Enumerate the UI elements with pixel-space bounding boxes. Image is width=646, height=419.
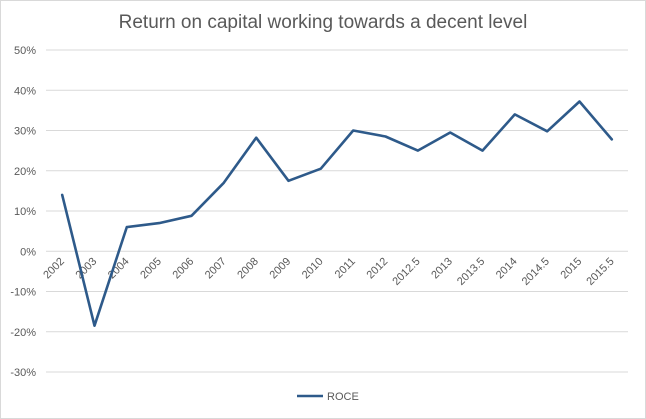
x-tick-label: 2007: [203, 256, 229, 282]
series-line-roce: [60, 100, 614, 328]
chart-title: Return on capital working towards a dece…: [118, 12, 528, 33]
y-tick-label: 10%: [14, 206, 36, 218]
x-tick-label: 2011: [333, 256, 358, 281]
x-tick-label: 2013.5: [455, 256, 487, 288]
gridlines: [46, 49, 628, 373]
x-tick-label: 2008: [235, 256, 261, 282]
y-tick-label: -20%: [10, 327, 36, 339]
y-tick-label: -30%: [10, 367, 36, 379]
x-tick-label: 2012: [365, 256, 391, 282]
x-axis-ticks: 2002 2003 2004 2005 2006 2007 2008 2009 2010 2011…: [41, 256, 616, 288]
y-tick-label: 20%: [14, 166, 36, 178]
y-tick-label: 50%: [14, 45, 36, 57]
x-tick-label: 2015.5: [584, 256, 616, 288]
legend: ROCE: [297, 391, 359, 403]
y-tick-label: 30%: [14, 126, 36, 138]
y-axis-ticks: 50% 40% 30% 20% 10% 0% -10% -20% -30%: [10, 45, 36, 379]
y-tick-label: -10%: [10, 287, 36, 299]
legend-label-roce: ROCE: [327, 391, 359, 403]
x-tick-label: 2002: [41, 256, 67, 282]
x-tick-label: 2014.5: [520, 256, 552, 288]
x-tick-label: 2014: [494, 256, 520, 282]
series-layer: [60, 100, 614, 328]
x-tick-label: 2010: [300, 256, 326, 282]
x-tick-label: 2005: [138, 256, 164, 282]
x-tick-label: 2009: [268, 256, 294, 282]
x-tick-label: 2012.5: [390, 256, 422, 288]
x-tick-label: 2013: [429, 256, 455, 282]
x-tick-label: 2015: [559, 256, 585, 282]
y-tick-label: 0%: [20, 246, 36, 258]
y-tick-label: 40%: [14, 85, 36, 97]
x-tick-label: 2006: [171, 256, 197, 282]
